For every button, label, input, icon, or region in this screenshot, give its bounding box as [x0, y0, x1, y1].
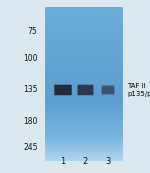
Text: 3: 3 — [105, 157, 111, 166]
Text: 75: 75 — [28, 27, 38, 36]
Text: 245: 245 — [23, 143, 38, 152]
Text: 180: 180 — [23, 117, 38, 126]
FancyBboxPatch shape — [102, 86, 114, 94]
Text: 135: 135 — [23, 85, 38, 94]
FancyBboxPatch shape — [54, 85, 72, 95]
Text: 100: 100 — [23, 54, 38, 63]
Text: 1: 1 — [60, 157, 66, 166]
FancyBboxPatch shape — [78, 85, 93, 95]
Text: TAF II
p135/p105: TAF II p135/p105 — [128, 83, 150, 97]
Text: 2: 2 — [83, 157, 88, 166]
